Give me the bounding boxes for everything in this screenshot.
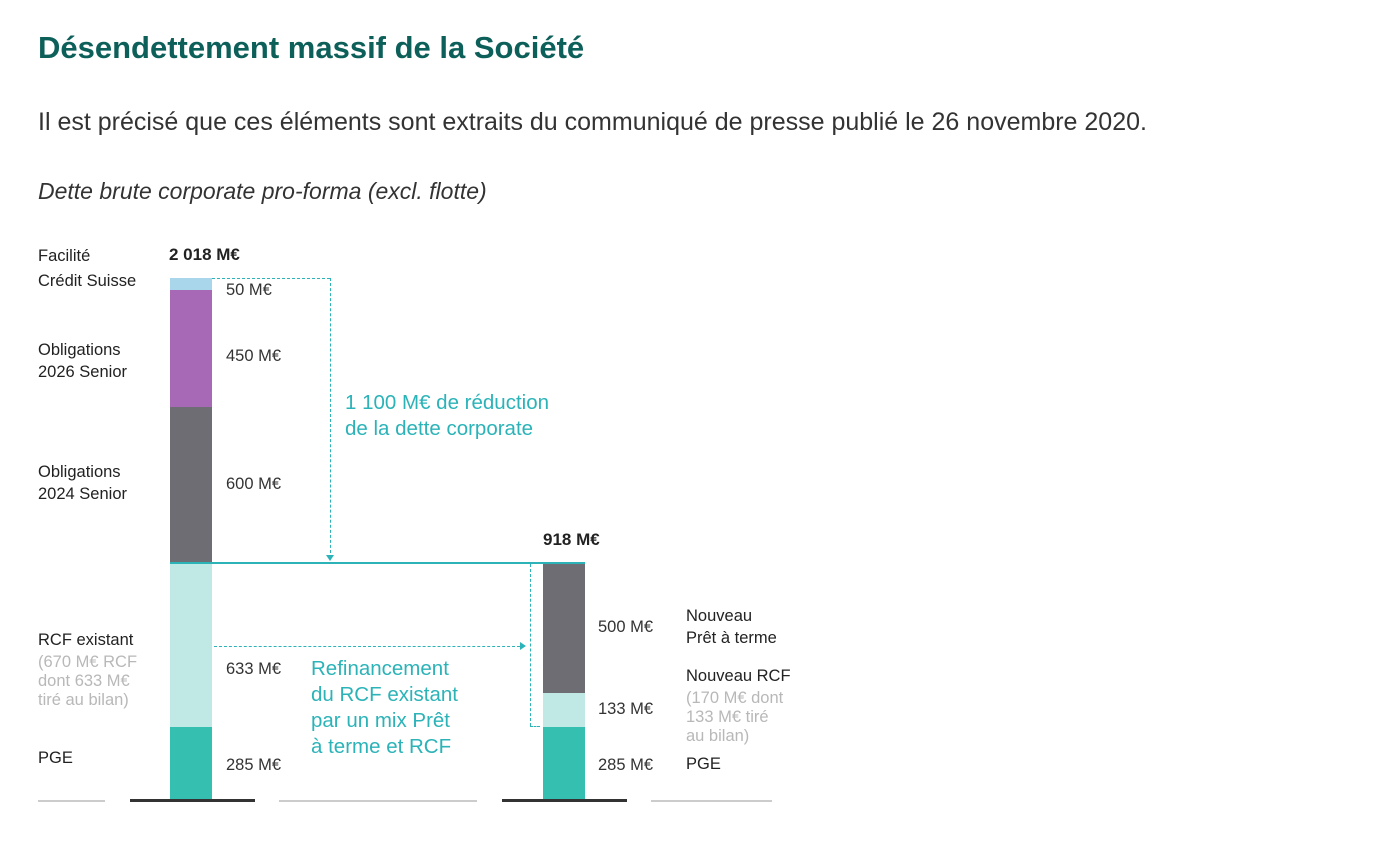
- value-label: 450 M€: [226, 347, 282, 365]
- annotation-line: par un mix Prêt: [311, 709, 450, 732]
- bar-segment-pge-before: [170, 727, 212, 800]
- label-rcf-existant: RCF existant: [38, 631, 134, 649]
- label-pge-after: PGE: [686, 755, 721, 773]
- note-line: tiré au bilan): [38, 691, 129, 709]
- arrow-down-icon: [326, 555, 334, 561]
- annotation-line: à terme et RCF: [311, 735, 452, 758]
- baseline: [38, 800, 105, 802]
- label-credit-suisse: Facilité Crédit Suisse: [38, 245, 136, 292]
- value-label: 500 M€: [598, 618, 654, 636]
- label-line: Prêt à terme: [686, 629, 777, 647]
- label-line: 2024 Senior: [38, 485, 127, 503]
- label-nouveau-rcf: Nouveau RCF: [686, 667, 791, 685]
- reference-line: [170, 562, 585, 564]
- annotation-line: 1 100 M€ de réduction: [345, 391, 549, 414]
- baseline-bar-before: [130, 799, 255, 802]
- bar-segment-nouveau-pret: [543, 564, 585, 693]
- value-label: 50 M€: [226, 281, 272, 299]
- bar-segment-nouveau-rcf: [543, 693, 585, 727]
- page-title: Désendettement massif de la Société: [38, 30, 585, 65]
- note-line: (170 M€ dont: [686, 689, 784, 707]
- bar-segment-obligations-2026: [170, 290, 212, 407]
- reduction-dash-top: [212, 278, 330, 279]
- total-before: 2 018 M€: [169, 245, 240, 264]
- label-line: Facilité: [38, 247, 91, 265]
- total-after: 918 M€: [543, 530, 600, 549]
- chart-subtitle: Dette brute corporate pro-forma (excl. f…: [38, 178, 487, 204]
- reduction-dash-arrow: [330, 278, 331, 558]
- annotation-line: Refinancement: [311, 657, 449, 680]
- label-pge-before: PGE: [38, 749, 73, 767]
- value-label: 633 M€: [226, 660, 282, 678]
- intro-text: Il est précisé que ces éléments sont ext…: [38, 108, 1147, 136]
- annotation-line: du RCF existant: [311, 683, 458, 706]
- note-line: au bilan): [686, 727, 750, 745]
- refinancing-annotation: Refinancement du RCF existant par un mix…: [311, 656, 458, 760]
- refinancing-dash: [214, 646, 520, 647]
- baseline: [651, 800, 772, 802]
- arrow-right-icon: [520, 642, 526, 650]
- refinancing-bracket: [530, 564, 531, 726]
- label-line: 2026 Senior: [38, 363, 127, 381]
- label-line: Obligations: [38, 341, 121, 359]
- baseline: [279, 800, 477, 802]
- reduction-annotation: 1 100 M€ de réduction de la dette corpor…: [345, 390, 549, 442]
- label-obligations-2024: Obligations 2024 Senior: [38, 461, 127, 505]
- bar-segment-credit-suisse: [170, 278, 212, 290]
- value-label: 600 M€: [226, 475, 282, 493]
- note-line: (670 M€ RCF: [38, 653, 138, 671]
- label-line: Crédit Suisse: [38, 272, 137, 290]
- label-line: Obligations: [38, 463, 121, 481]
- bar-segment-pge-after: [543, 727, 585, 800]
- note-line: 133 M€ tiré: [686, 708, 769, 726]
- bar-segment-obligations-2024: [170, 407, 212, 562]
- note-line: dont 633 M€: [38, 672, 130, 690]
- note-nouveau-rcf: (170 M€ dont 133 M€ tiré au bilan): [686, 689, 783, 746]
- annotation-line: de la dette corporate: [345, 417, 534, 440]
- baseline-bar-after: [502, 799, 627, 802]
- note-rcf-existant: (670 M€ RCF dont 633 M€ tiré au bilan): [38, 653, 137, 710]
- value-label: 133 M€: [598, 700, 654, 718]
- label-line: Nouveau: [686, 607, 753, 625]
- label-obligations-2026: Obligations 2026 Senior: [38, 339, 127, 383]
- value-label: 285 M€: [226, 756, 282, 774]
- bar-segment-rcf-existant: [170, 564, 212, 727]
- label-nouveau-pret: Nouveau Prêt à terme: [686, 605, 777, 649]
- refinancing-bracket-end: [530, 726, 540, 727]
- value-label: 285 M€: [598, 756, 654, 774]
